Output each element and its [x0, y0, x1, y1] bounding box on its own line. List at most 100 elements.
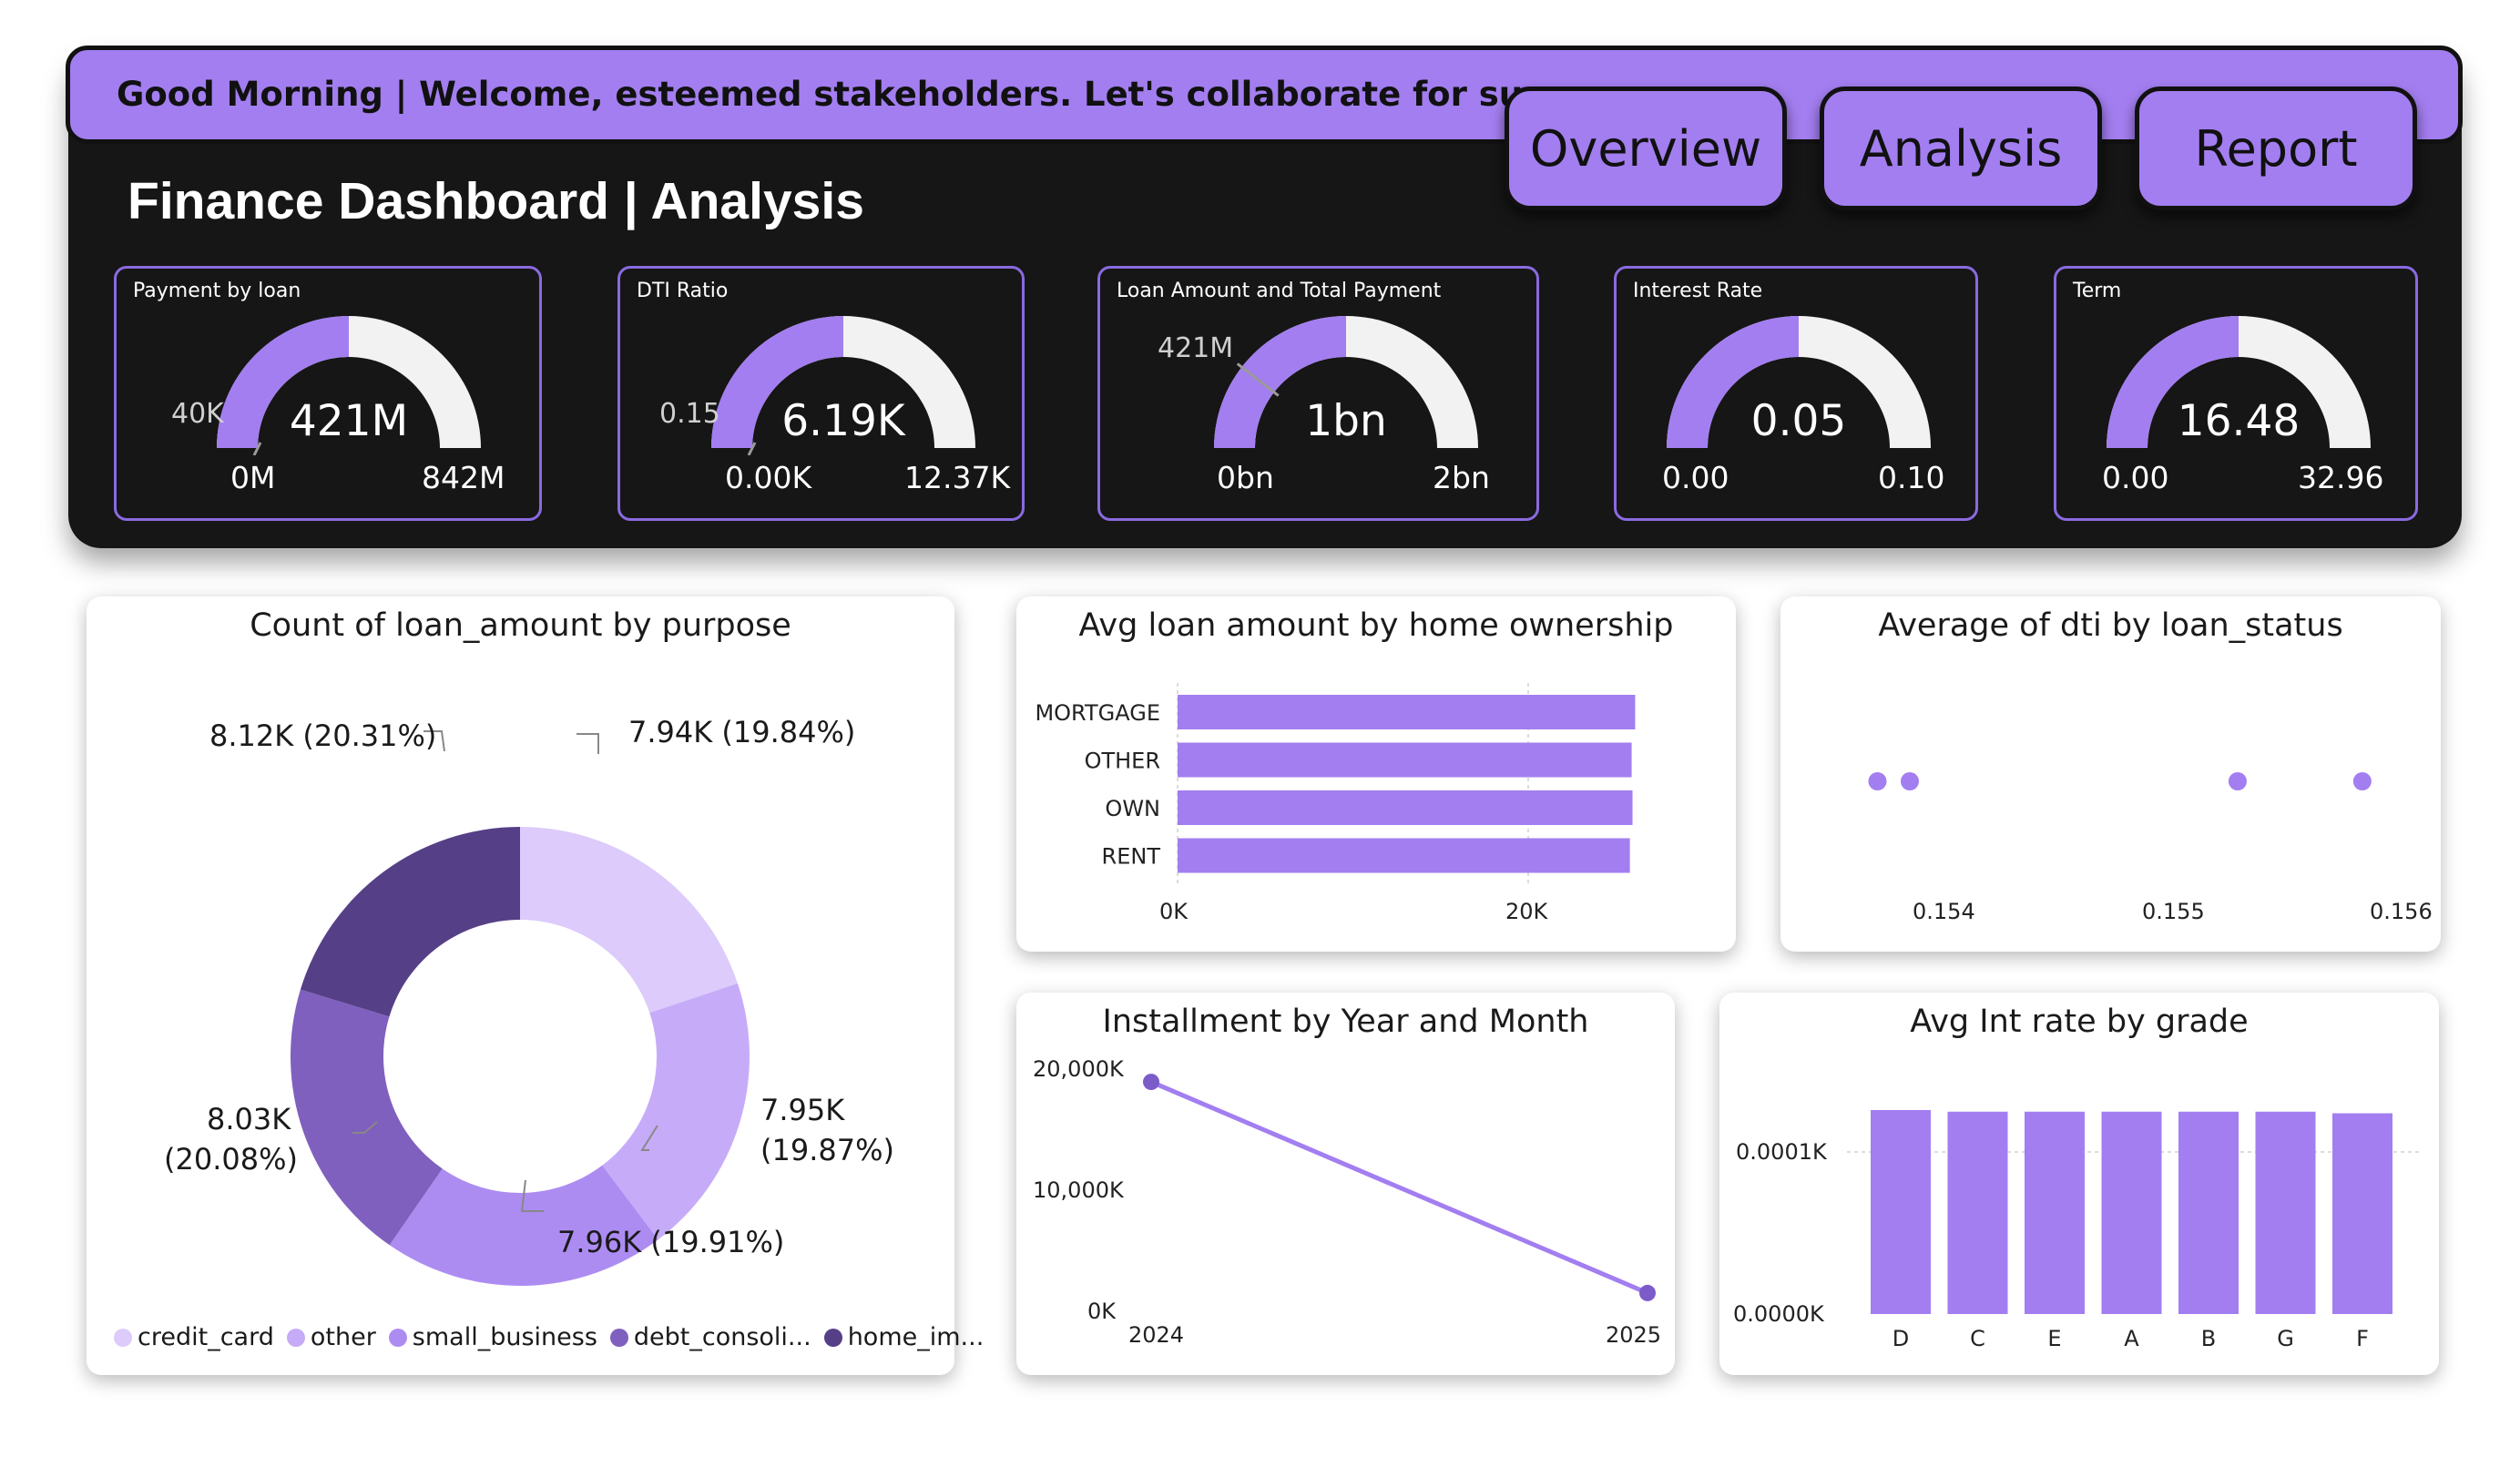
x-tick: G — [2277, 1326, 2294, 1351]
legend-dot — [114, 1328, 132, 1347]
bar-RENT — [1178, 838, 1630, 873]
legend-dot — [286, 1328, 305, 1347]
gauge-min: 0.00K — [725, 460, 812, 495]
gauge-target-label: 0.15 — [659, 398, 720, 430]
gauge-target-marker — [252, 442, 262, 455]
scatter-chart[interactable] — [1780, 596, 2441, 952]
chart-legend: credit_card other small_business debt_co… — [114, 1323, 984, 1351]
x-tick: A — [2124, 1326, 2139, 1351]
card-loan-purpose: Count of loan_amount by purpose 7.94K (1… — [87, 596, 984, 1375]
x-tick: 0.156 — [2370, 899, 2433, 924]
card-home-ownership: Avg loan amount by home ownership MORTGA… — [1016, 596, 1736, 952]
scatter-point — [2352, 772, 2372, 790]
y-tick: 10,000K — [1033, 1177, 1124, 1203]
data-label: (20.08%) — [164, 1142, 298, 1177]
tab-overview[interactable]: Overview — [1505, 87, 1787, 210]
chart-title: Average of dti by loan_status — [1878, 607, 2343, 644]
gauge-min: 0.00 — [1662, 460, 1729, 495]
gauge-target-label: 40K — [171, 398, 224, 430]
y-tick: 0K — [1087, 1299, 1117, 1324]
bar-grade-F — [2332, 1113, 2392, 1314]
x-tick: F — [2356, 1326, 2369, 1351]
gauge-fill — [1667, 316, 1799, 448]
x-tick: 2024 — [1128, 1322, 1185, 1348]
donut-slice-other — [602, 983, 750, 1240]
data-label: 8.03K — [207, 1102, 291, 1136]
hbar-chart[interactable]: MORTGAGE OTHER OWN RENT — [1016, 596, 1736, 952]
line-point — [1639, 1284, 1656, 1301]
data-label: 8.12K (20.31%) — [209, 718, 437, 753]
line-point — [1143, 1074, 1159, 1091]
y-tick: 0.0001K — [1736, 1139, 1827, 1165]
gauge-max: 12.37K — [904, 460, 1011, 495]
legend-dot — [388, 1328, 407, 1347]
legend-dot — [609, 1328, 628, 1347]
data-label: (19.87%) — [760, 1133, 894, 1167]
legend-item[interactable]: home_im... — [823, 1323, 984, 1351]
greeting-text: Good Morning | Welcome, esteemed stakeho… — [117, 75, 1639, 114]
gauge-arc — [217, 316, 481, 455]
card-installment: Installment by Year and Month 20,000K 10… — [1016, 993, 1675, 1375]
gauge-min: 0bn — [1217, 460, 1274, 495]
gauge-value: 421M — [289, 396, 409, 446]
kpi-term[interactable]: Term 16.48 0.00 32.96 — [2054, 266, 2418, 521]
bar-grade-D — [1871, 1110, 1931, 1314]
data-label: 7.96K (19.91%) — [557, 1225, 785, 1259]
x-tick: C — [1970, 1326, 1985, 1351]
legend-item[interactable]: other — [286, 1323, 376, 1351]
y-tick: 20,000K — [1033, 1056, 1124, 1082]
page-title: Finance Dashboard | Analysis — [128, 172, 864, 230]
gauge-min: 0M — [230, 460, 276, 495]
line-chart[interactable] — [1016, 993, 1675, 1375]
gauge-arc — [1667, 316, 1931, 448]
gauge-fill — [711, 316, 843, 448]
gauge-max: 2bn — [1433, 460, 1490, 495]
kpi-title: Term — [2073, 280, 2122, 302]
kpi-title: Payment by loan — [133, 280, 301, 302]
kpi-title: Loan Amount and Total Payment — [1117, 280, 1442, 302]
legend-item[interactable]: debt_consoli... — [609, 1323, 811, 1351]
leader-line — [520, 1179, 544, 1212]
bar-grade-C — [1947, 1111, 2008, 1314]
bar-grade-G — [2255, 1111, 2316, 1314]
gauge-value: 6.19K — [781, 396, 905, 446]
gauge-target-marker — [1236, 362, 1280, 397]
card-int-rate-grade: Avg Int rate by grade D C E A B G F 0.0001K 0.… — [1719, 993, 2439, 1375]
data-label: 7.95K — [760, 1093, 845, 1127]
leader-line — [423, 730, 445, 752]
x-tick: 2025 — [1606, 1322, 1662, 1348]
kpi-loan-amount-total-payment[interactable]: Loan Amount and Total Payment 421M 1bn 0… — [1097, 266, 1539, 521]
gauge-target-label: 421M — [1158, 332, 1234, 364]
donut-slice-home_improvement — [300, 827, 520, 1017]
kpi-title: DTI Ratio — [637, 280, 729, 302]
card-dti-loan-status: Average of dti by loan_status 0.154 0.15… — [1780, 596, 2441, 952]
tab-analysis[interactable]: Analysis — [1820, 87, 2102, 210]
gauge-max: 0.10 — [1878, 460, 1945, 495]
bar-grade-B — [2178, 1111, 2239, 1314]
donut-slice-debt_consolidation — [291, 989, 443, 1246]
gauge-target-marker — [747, 442, 757, 455]
tab-report[interactable]: Report — [2135, 87, 2417, 210]
donut-slice-credit_card — [520, 827, 738, 1014]
kpi-payment-by-loan[interactable]: Payment by loan 40K 421M 0M 842M — [114, 266, 542, 521]
kpi-interest-rate[interactable]: Interest Rate 0.05 0.00 0.10 — [1614, 266, 1978, 521]
scatter-point — [2228, 772, 2247, 790]
gauge-fill — [1214, 316, 1346, 448]
scatter-point — [1900, 772, 1919, 790]
legend-item[interactable]: small_business — [388, 1323, 597, 1351]
gauge-min: 0.00 — [2102, 460, 2169, 495]
donut-chart[interactable] — [87, 596, 954, 1375]
y-tick: OWN — [1105, 796, 1160, 821]
y-tick: RENT — [1102, 844, 1161, 870]
chart-title: Installment by Year and Month — [1102, 1004, 1589, 1040]
scatter-point — [1868, 772, 1887, 790]
bar-grade-E — [2025, 1111, 2085, 1314]
kpi-title: Interest Rate — [1633, 280, 1763, 302]
data-label: 7.94K (19.84%) — [628, 715, 856, 749]
kpi-dti-ratio[interactable]: DTI Ratio 0.15 6.19K 0.00K 12.37K — [617, 266, 1025, 521]
leader-line — [352, 1121, 378, 1134]
gauge-arc — [2107, 316, 2371, 448]
legend-item[interactable]: credit_card — [114, 1323, 274, 1351]
bar-OTHER — [1178, 742, 1632, 778]
